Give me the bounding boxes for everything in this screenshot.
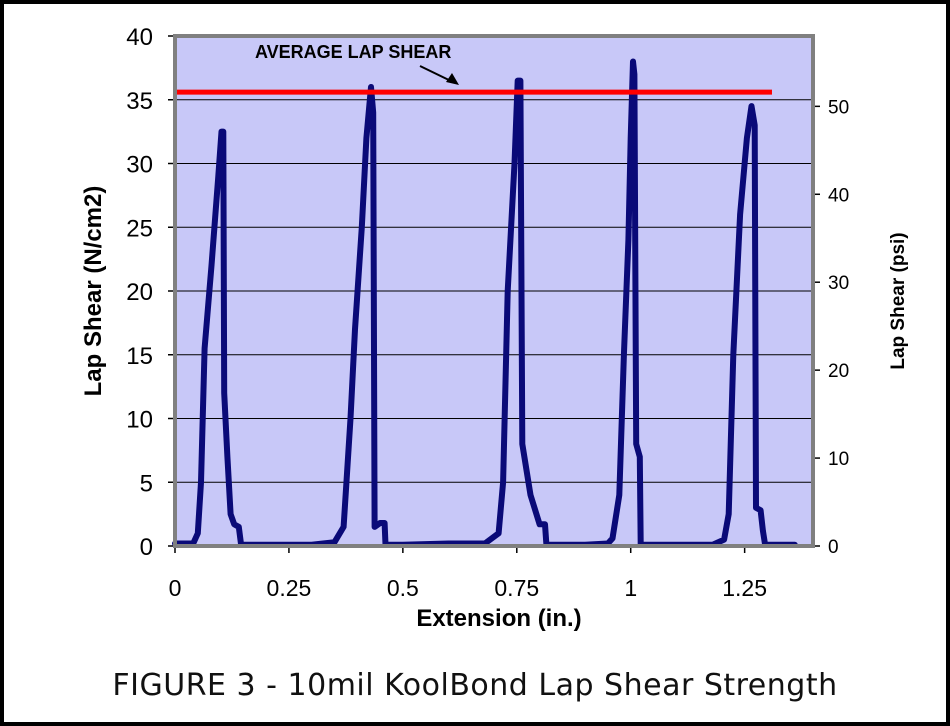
- y-tick-label: 5: [140, 470, 153, 497]
- x-tick-label: 0.5: [387, 575, 419, 601]
- y-tick-label: 40: [126, 24, 153, 51]
- x-tick-label: 1: [624, 575, 637, 601]
- gridlines: [175, 99, 813, 483]
- y2-tick-label: 40: [828, 185, 849, 206]
- y-tick-label: 15: [126, 343, 153, 370]
- y2-axis-ticks: 0 10 20 30 40 50: [813, 97, 849, 558]
- x-axis-ticks: 0 0.25 0.5 0.75 1 1.25: [169, 546, 767, 601]
- y-tick-label: 20: [126, 279, 153, 306]
- annotation-arrow-head: [446, 73, 459, 85]
- x-tick-label: 0.75: [494, 575, 539, 601]
- average-annotation-label: AVERAGE LAP SHEAR: [255, 42, 451, 62]
- y2-tick-label: 50: [828, 97, 849, 118]
- y2-tick-label: 0: [828, 537, 839, 558]
- y2-axis-title: Lap Shear (psi): [888, 232, 909, 369]
- lap-shear-series-line: [172, 58, 798, 548]
- x-axis-title: Extension (in.): [416, 605, 581, 632]
- y-tick-label: 25: [126, 215, 153, 242]
- y2-tick-label: 30: [828, 273, 849, 294]
- y-tick-label: 10: [126, 407, 153, 434]
- y-axis-ticks: 0 5 10 15 20 25 30 35 40: [126, 24, 175, 561]
- y-tick-label: 30: [126, 152, 153, 179]
- plot-frame: [173, 34, 815, 548]
- annotation-arrow: [419, 65, 459, 85]
- y-tick-label: 0: [140, 534, 153, 561]
- x-tick-label: 1.25: [722, 575, 767, 601]
- y-axis-title: Lap Shear (N/cm2): [80, 186, 107, 397]
- x-tick-label: 0: [169, 575, 182, 601]
- annotation-arrow-shaft: [419, 65, 454, 83]
- figure-caption: FIGURE 3 - 10mil KoolBond Lap Shear Stre…: [112, 668, 838, 703]
- y2-tick-label: 20: [828, 361, 849, 382]
- x-tick-label: 0.25: [267, 575, 312, 601]
- y-tick-label: 35: [126, 88, 153, 115]
- y2-tick-label: 10: [828, 449, 849, 470]
